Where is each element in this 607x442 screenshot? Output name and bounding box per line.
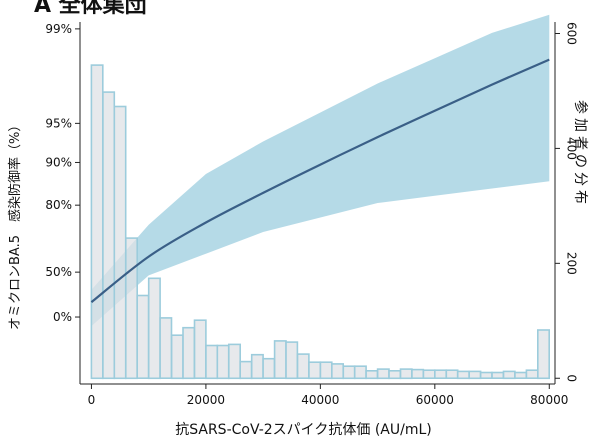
histogram-bar: [136, 294, 150, 379]
histogram-bar: [365, 369, 379, 380]
x-axis-label: 抗SARS-CoV-2スパイク抗体価 (AU/mL): [175, 422, 432, 438]
histogram-bar: [388, 369, 402, 380]
histogram-bar: [376, 368, 390, 380]
histogram-bar: [399, 368, 413, 380]
histogram-bar: [102, 91, 116, 380]
histogram-bar: [147, 277, 161, 380]
x-tick-label: 80000: [530, 393, 568, 407]
y-axis-right-label: 参加者の分布: [572, 100, 588, 208]
histogram-bar: [468, 370, 482, 380]
histogram-bar: [296, 353, 310, 380]
histogram-bar: [90, 64, 104, 380]
histogram-bar: [456, 370, 470, 380]
histogram-bar: [125, 237, 139, 380]
histogram-bar: [170, 334, 184, 380]
histogram-bar: [342, 365, 356, 380]
fitted-line: [90, 58, 550, 304]
histogram-bar: [433, 369, 447, 380]
axes-layer: [79, 22, 556, 385]
x-tick-label: 60000: [416, 393, 454, 407]
y-left-tick-label: 50%: [45, 265, 72, 279]
histogram-bar: [525, 369, 539, 380]
x-tick-label: 0: [88, 393, 96, 407]
y-right-tick-label: 0: [564, 374, 578, 382]
y-right-tick-label: 400: [564, 137, 578, 160]
histogram-bar: [330, 363, 344, 380]
histogram-bar: [113, 105, 127, 380]
histogram-bar: [273, 340, 287, 379]
confidence-band: [91, 14, 550, 327]
histogram-bar: [285, 341, 299, 380]
fitted-line-layer: [90, 58, 550, 304]
histogram-bar: [319, 361, 333, 380]
confidence-band-layer: [91, 14, 550, 327]
histogram-bar: [491, 371, 505, 379]
histogram-bar: [422, 369, 436, 380]
histogram-bar: [193, 319, 207, 380]
histogram-bar: [536, 329, 550, 380]
ticks-layer: 0 20000 40000 60000 80000 99% 95% 90% 80% 50% 0% 0 2…: [45, 22, 578, 407]
histogram-bar: [308, 361, 322, 380]
histogram-bar: [353, 365, 367, 380]
y-left-tick-label: 90%: [45, 155, 72, 169]
panel-title: A 全体集団: [34, 0, 147, 18]
y-left-tick-label: 99%: [45, 22, 72, 36]
y-left-tick-label: 95%: [45, 116, 72, 130]
histogram-bar: [250, 353, 264, 380]
y-right-tick-label: 600: [564, 22, 578, 45]
y-left-tick-label: 80%: [45, 198, 72, 212]
y-right-tick-label: 200: [564, 252, 578, 275]
histogram-bar: [228, 343, 242, 380]
x-tick-label: 40000: [301, 393, 339, 407]
histogram-bar: [262, 357, 276, 380]
histogram-bar: [239, 360, 253, 380]
histogram-bars-layer: [90, 64, 550, 380]
histogram-bar: [159, 317, 173, 379]
histogram-bar: [411, 368, 425, 380]
histogram-bar: [445, 369, 459, 380]
histogram-bar: [514, 371, 528, 379]
histogram-bar: [479, 371, 493, 379]
histogram-bar: [205, 344, 219, 380]
x-tick-label: 20000: [187, 393, 225, 407]
histogram-bar: [216, 344, 230, 380]
y-left-tick-label: 0%: [53, 310, 72, 324]
histogram-bar: [502, 370, 516, 380]
y-axis-left-label: オミクロンBA.5 感染防御率（%）: [8, 118, 23, 330]
histogram-bar: [182, 326, 196, 380]
